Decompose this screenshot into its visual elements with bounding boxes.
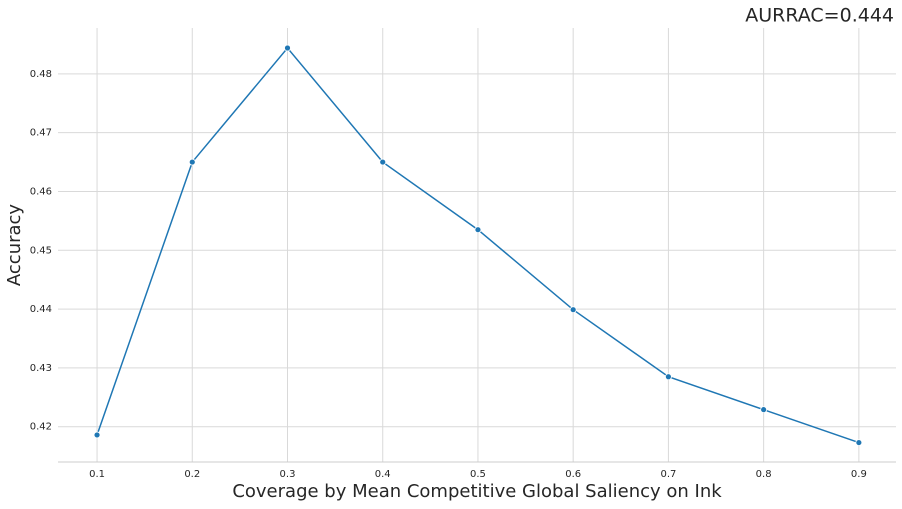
point — [93, 431, 101, 439]
point — [760, 406, 768, 414]
x-tick-label: 0.1 — [89, 469, 105, 480]
x-tick-label: 0.6 — [565, 469, 581, 480]
point — [569, 306, 577, 314]
point — [379, 158, 387, 166]
x-tick-label: 0.3 — [280, 469, 296, 480]
x-tick-label: 0.4 — [375, 469, 391, 480]
y-tick-label: 0.44 — [30, 304, 52, 315]
y-tick-label: 0.42 — [30, 422, 52, 433]
x-tick-label: 0.2 — [184, 469, 200, 480]
chart-title: AURRAC=0.444 — [745, 5, 894, 27]
x-tick-label: 0.5 — [470, 469, 486, 480]
point — [284, 44, 291, 52]
point — [665, 373, 672, 381]
point — [188, 158, 196, 166]
x-tick-label: 0.8 — [756, 469, 772, 480]
point — [855, 439, 863, 446]
x-tick-label: 0.7 — [660, 469, 676, 480]
y-tick-label: 0.48 — [30, 69, 52, 80]
y-axis-label: Accuracy — [4, 204, 25, 287]
y-tick-label: 0.43 — [30, 363, 52, 374]
x-tick-label: 0.9 — [851, 469, 867, 480]
y-tick-label: 0.45 — [30, 245, 52, 256]
y-tick-label: 0.46 — [30, 186, 52, 197]
point — [474, 226, 482, 234]
x-axis-label: Coverage by Mean Competitive Global Sali… — [232, 481, 722, 502]
y-tick-label: 0.47 — [30, 128, 52, 139]
